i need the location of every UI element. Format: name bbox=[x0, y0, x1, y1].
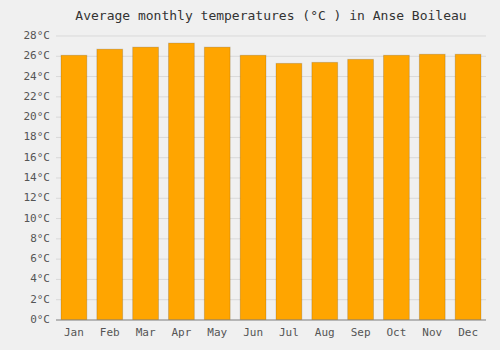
bar bbox=[384, 55, 410, 320]
y-tick-label: 18°C bbox=[24, 130, 51, 143]
bar bbox=[133, 47, 159, 320]
bar bbox=[240, 55, 266, 320]
grid-line bbox=[56, 320, 486, 321]
x-tick-label: Feb bbox=[100, 326, 120, 339]
x-tick-label: Apr bbox=[171, 326, 191, 339]
y-tick-label: 20°C bbox=[24, 110, 51, 123]
y-tick-label: 4°C bbox=[30, 272, 50, 285]
y-tick-label: 28°C bbox=[24, 29, 51, 42]
bar bbox=[419, 54, 445, 320]
bar bbox=[61, 55, 87, 320]
y-tick-label: 12°C bbox=[24, 191, 51, 204]
y-tick-label: 2°C bbox=[30, 293, 50, 306]
y-tick-label: 16°C bbox=[24, 151, 51, 164]
y-tick-label: 0°C bbox=[30, 313, 50, 326]
y-tick-label: 24°C bbox=[24, 70, 51, 83]
y-tick-label: 22°C bbox=[24, 90, 51, 103]
x-tick-label: Nov bbox=[422, 326, 442, 339]
bar bbox=[204, 47, 230, 320]
x-tick-label: Jul bbox=[279, 326, 299, 339]
bar bbox=[455, 54, 481, 320]
x-tick-label: Jan bbox=[64, 326, 84, 339]
background bbox=[0, 0, 500, 350]
x-tick-label: Aug bbox=[315, 326, 335, 339]
bar bbox=[169, 43, 195, 320]
x-tick-label: Sep bbox=[351, 326, 371, 339]
bar bbox=[97, 49, 123, 320]
grid-line bbox=[56, 36, 486, 37]
bar bbox=[276, 63, 302, 320]
y-tick-label: 10°C bbox=[24, 212, 51, 225]
x-tick-label: Jun bbox=[243, 326, 263, 339]
x-tick-label: Mar bbox=[136, 326, 156, 339]
x-tick-label: May bbox=[207, 326, 227, 339]
x-tick-label: Oct bbox=[386, 326, 406, 339]
y-axis: 0°C 2°C 4°C 6°C 8°C 10°C 12°C 14°C 16°C 18°C 20°C 2… bbox=[24, 29, 51, 326]
bars bbox=[61, 43, 481, 320]
bar bbox=[348, 59, 374, 320]
y-tick-label: 26°C bbox=[24, 49, 51, 62]
grid bbox=[56, 36, 486, 320]
chart: 0°C 2°C 4°C 6°C 8°C 10°C 12°C 14°C 16°C 18°C 20°C 2… bbox=[0, 0, 500, 350]
y-tick-label: 8°C bbox=[30, 232, 50, 245]
x-axis: Jan Feb Mar Apr May Jun Jul Aug Sep Oct Nov Dec bbox=[56, 320, 486, 339]
x-tick-label: Dec bbox=[458, 326, 478, 339]
title: Average monthly temperatures (°C ) in An… bbox=[75, 8, 466, 23]
x-axis-line bbox=[56, 320, 486, 321]
y-tick-label: 14°C bbox=[24, 171, 51, 184]
y-tick-label: 6°C bbox=[30, 252, 50, 265]
bar bbox=[312, 62, 338, 320]
